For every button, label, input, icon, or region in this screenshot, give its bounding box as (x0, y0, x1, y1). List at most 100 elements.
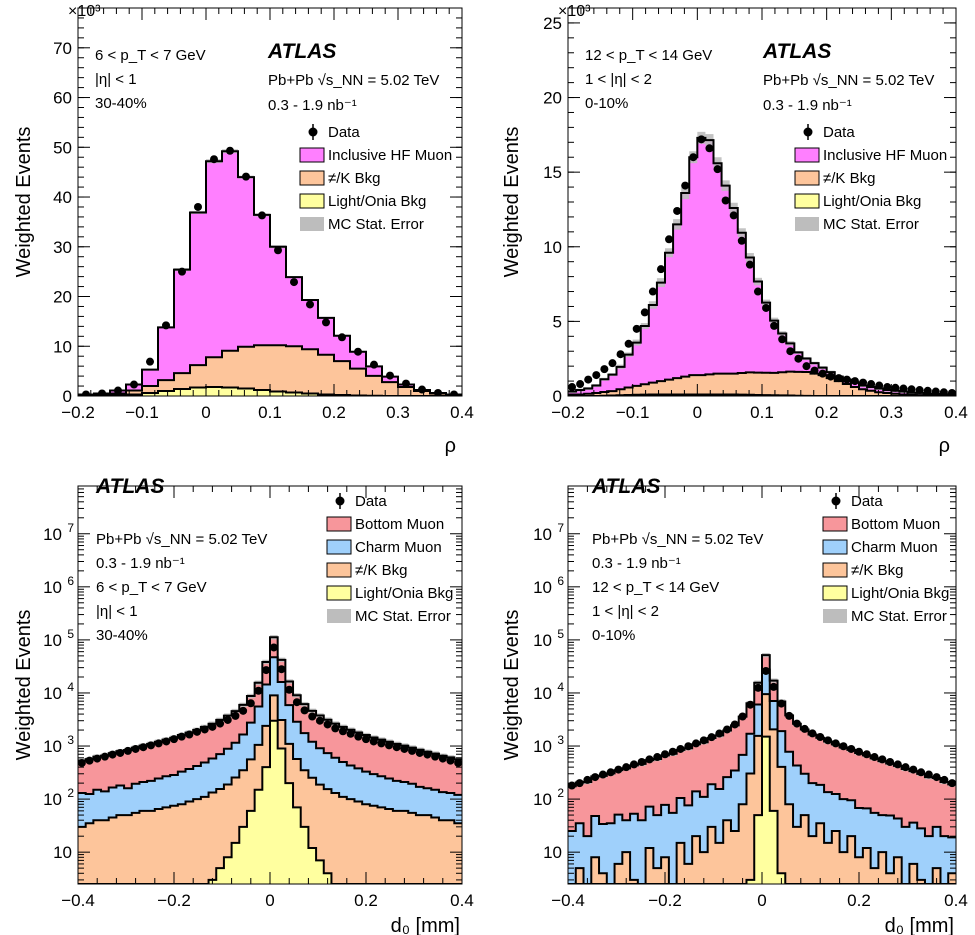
data-point (713, 165, 722, 174)
data-point (816, 732, 825, 741)
data-point (392, 743, 401, 752)
info-centrality: 30-40% (96, 627, 148, 644)
plot-area (568, 652, 956, 884)
data-point (907, 385, 916, 394)
x-tick-label: 0 (693, 403, 702, 422)
data-point (699, 736, 708, 745)
data-point (899, 384, 908, 393)
data-point (331, 724, 340, 733)
data-point (808, 729, 817, 738)
stack-line-pik (78, 694, 462, 828)
legend-label: ≠/K Bkg (328, 170, 380, 187)
data-point (194, 202, 202, 211)
y-tick-label: 10 (533, 737, 552, 756)
data-point (622, 763, 631, 772)
y-tick-exponent: 3 (67, 733, 74, 747)
x-tick-label: −0.4 (551, 891, 585, 910)
data-point (258, 211, 266, 220)
data-point (85, 756, 94, 765)
data-point (867, 380, 876, 389)
x-tick-label: 0 (265, 891, 274, 910)
legend-label: Light/Onia Bkg (328, 193, 426, 210)
x-tick-label: 0 (201, 403, 210, 422)
legend-label: Light/Onia Bkg (851, 585, 949, 602)
data-point (886, 758, 895, 767)
data-point (614, 765, 623, 774)
data-point (855, 747, 863, 756)
y-tick-label: 10 (533, 684, 552, 703)
data-point (839, 742, 848, 751)
chart-panel-top-right: −0.2 −0.1 0 0.1 0.2 0.3 0.4 0 5 10 15 20 25×10³ Weigh… (501, 3, 968, 457)
y-tick-label: 20 (53, 288, 72, 307)
data-point (178, 267, 186, 276)
x-tick-label: 0.2 (322, 403, 346, 422)
plot-area (568, 131, 956, 396)
data-point (665, 235, 674, 244)
data-point (754, 683, 763, 692)
legend-label: Bottom Muon (355, 516, 444, 533)
x-tick-label: −0.2 (648, 891, 682, 910)
x-tick-label: 0.3 (386, 403, 410, 422)
data-point (786, 347, 795, 356)
data-point (386, 371, 394, 380)
legend-swatch (326, 562, 352, 578)
y-tick-label: 10 (43, 737, 62, 756)
data-point (239, 706, 248, 715)
data-point (231, 711, 240, 720)
data-point (847, 744, 856, 753)
data-point (306, 300, 314, 309)
data-point (721, 196, 730, 205)
y-tick-label: 10 (533, 578, 552, 597)
data-point (208, 722, 217, 731)
data-point (154, 739, 163, 748)
data-point (762, 303, 771, 312)
y-tick-label: 60 (53, 89, 72, 108)
legend-swatch (822, 516, 848, 532)
legend-label: Data (851, 493, 883, 510)
data-point (792, 719, 801, 728)
data-point (308, 712, 317, 721)
data-point (947, 389, 956, 396)
legend-label: ≠/K Bkg (851, 562, 903, 579)
info-eta-range: 1 < |η| < 2 (592, 603, 659, 620)
legend-label: Data (328, 124, 360, 141)
data-point (737, 236, 746, 245)
y-tick-label: 10 (533, 525, 552, 544)
data-point (583, 775, 592, 784)
data-point (130, 380, 138, 389)
info-pt-range: 6 < p_T < 7 GeV (95, 47, 206, 64)
x-tick-label: 0.3 (880, 403, 904, 422)
data-point (323, 720, 332, 729)
data-point (875, 381, 884, 390)
info-pt-range: 12 < p_T < 14 GeV (585, 47, 712, 64)
stack-fill-inclusive (78, 151, 462, 396)
x-tick-label: 0.2 (815, 403, 839, 422)
y-tick-label: 40 (53, 188, 72, 207)
data-point (661, 750, 669, 759)
data-point (362, 735, 370, 744)
y-tick-label: 10 (53, 337, 72, 356)
data-point (785, 711, 794, 720)
data-point (377, 739, 386, 748)
stack-fill-light (78, 720, 462, 884)
stack-line-light (78, 719, 462, 884)
stack-fill-pik (78, 345, 462, 396)
data-point (438, 754, 447, 763)
data-point (354, 732, 363, 741)
y-tick-label: 10 (43, 578, 62, 597)
y-tick-label: 10 (43, 684, 62, 703)
y-tick-label: 30 (53, 238, 72, 257)
data-point (200, 725, 209, 734)
x-tick-label: 0.1 (750, 403, 774, 422)
y-tick-label: 25 (543, 14, 562, 33)
data-point (939, 388, 948, 396)
legend-label: ≠/K Bkg (823, 170, 875, 187)
legend-label: Charm Muon (355, 539, 442, 556)
data-point (300, 706, 309, 715)
legend-label: MC Stat. Error (355, 608, 451, 625)
legend-label: Light/Onia Bkg (823, 193, 921, 210)
y-tick-label: 10 (533, 631, 552, 650)
y-axis-label: Weighted Events (13, 127, 35, 278)
data-point (254, 686, 263, 695)
data-point (274, 246, 282, 255)
